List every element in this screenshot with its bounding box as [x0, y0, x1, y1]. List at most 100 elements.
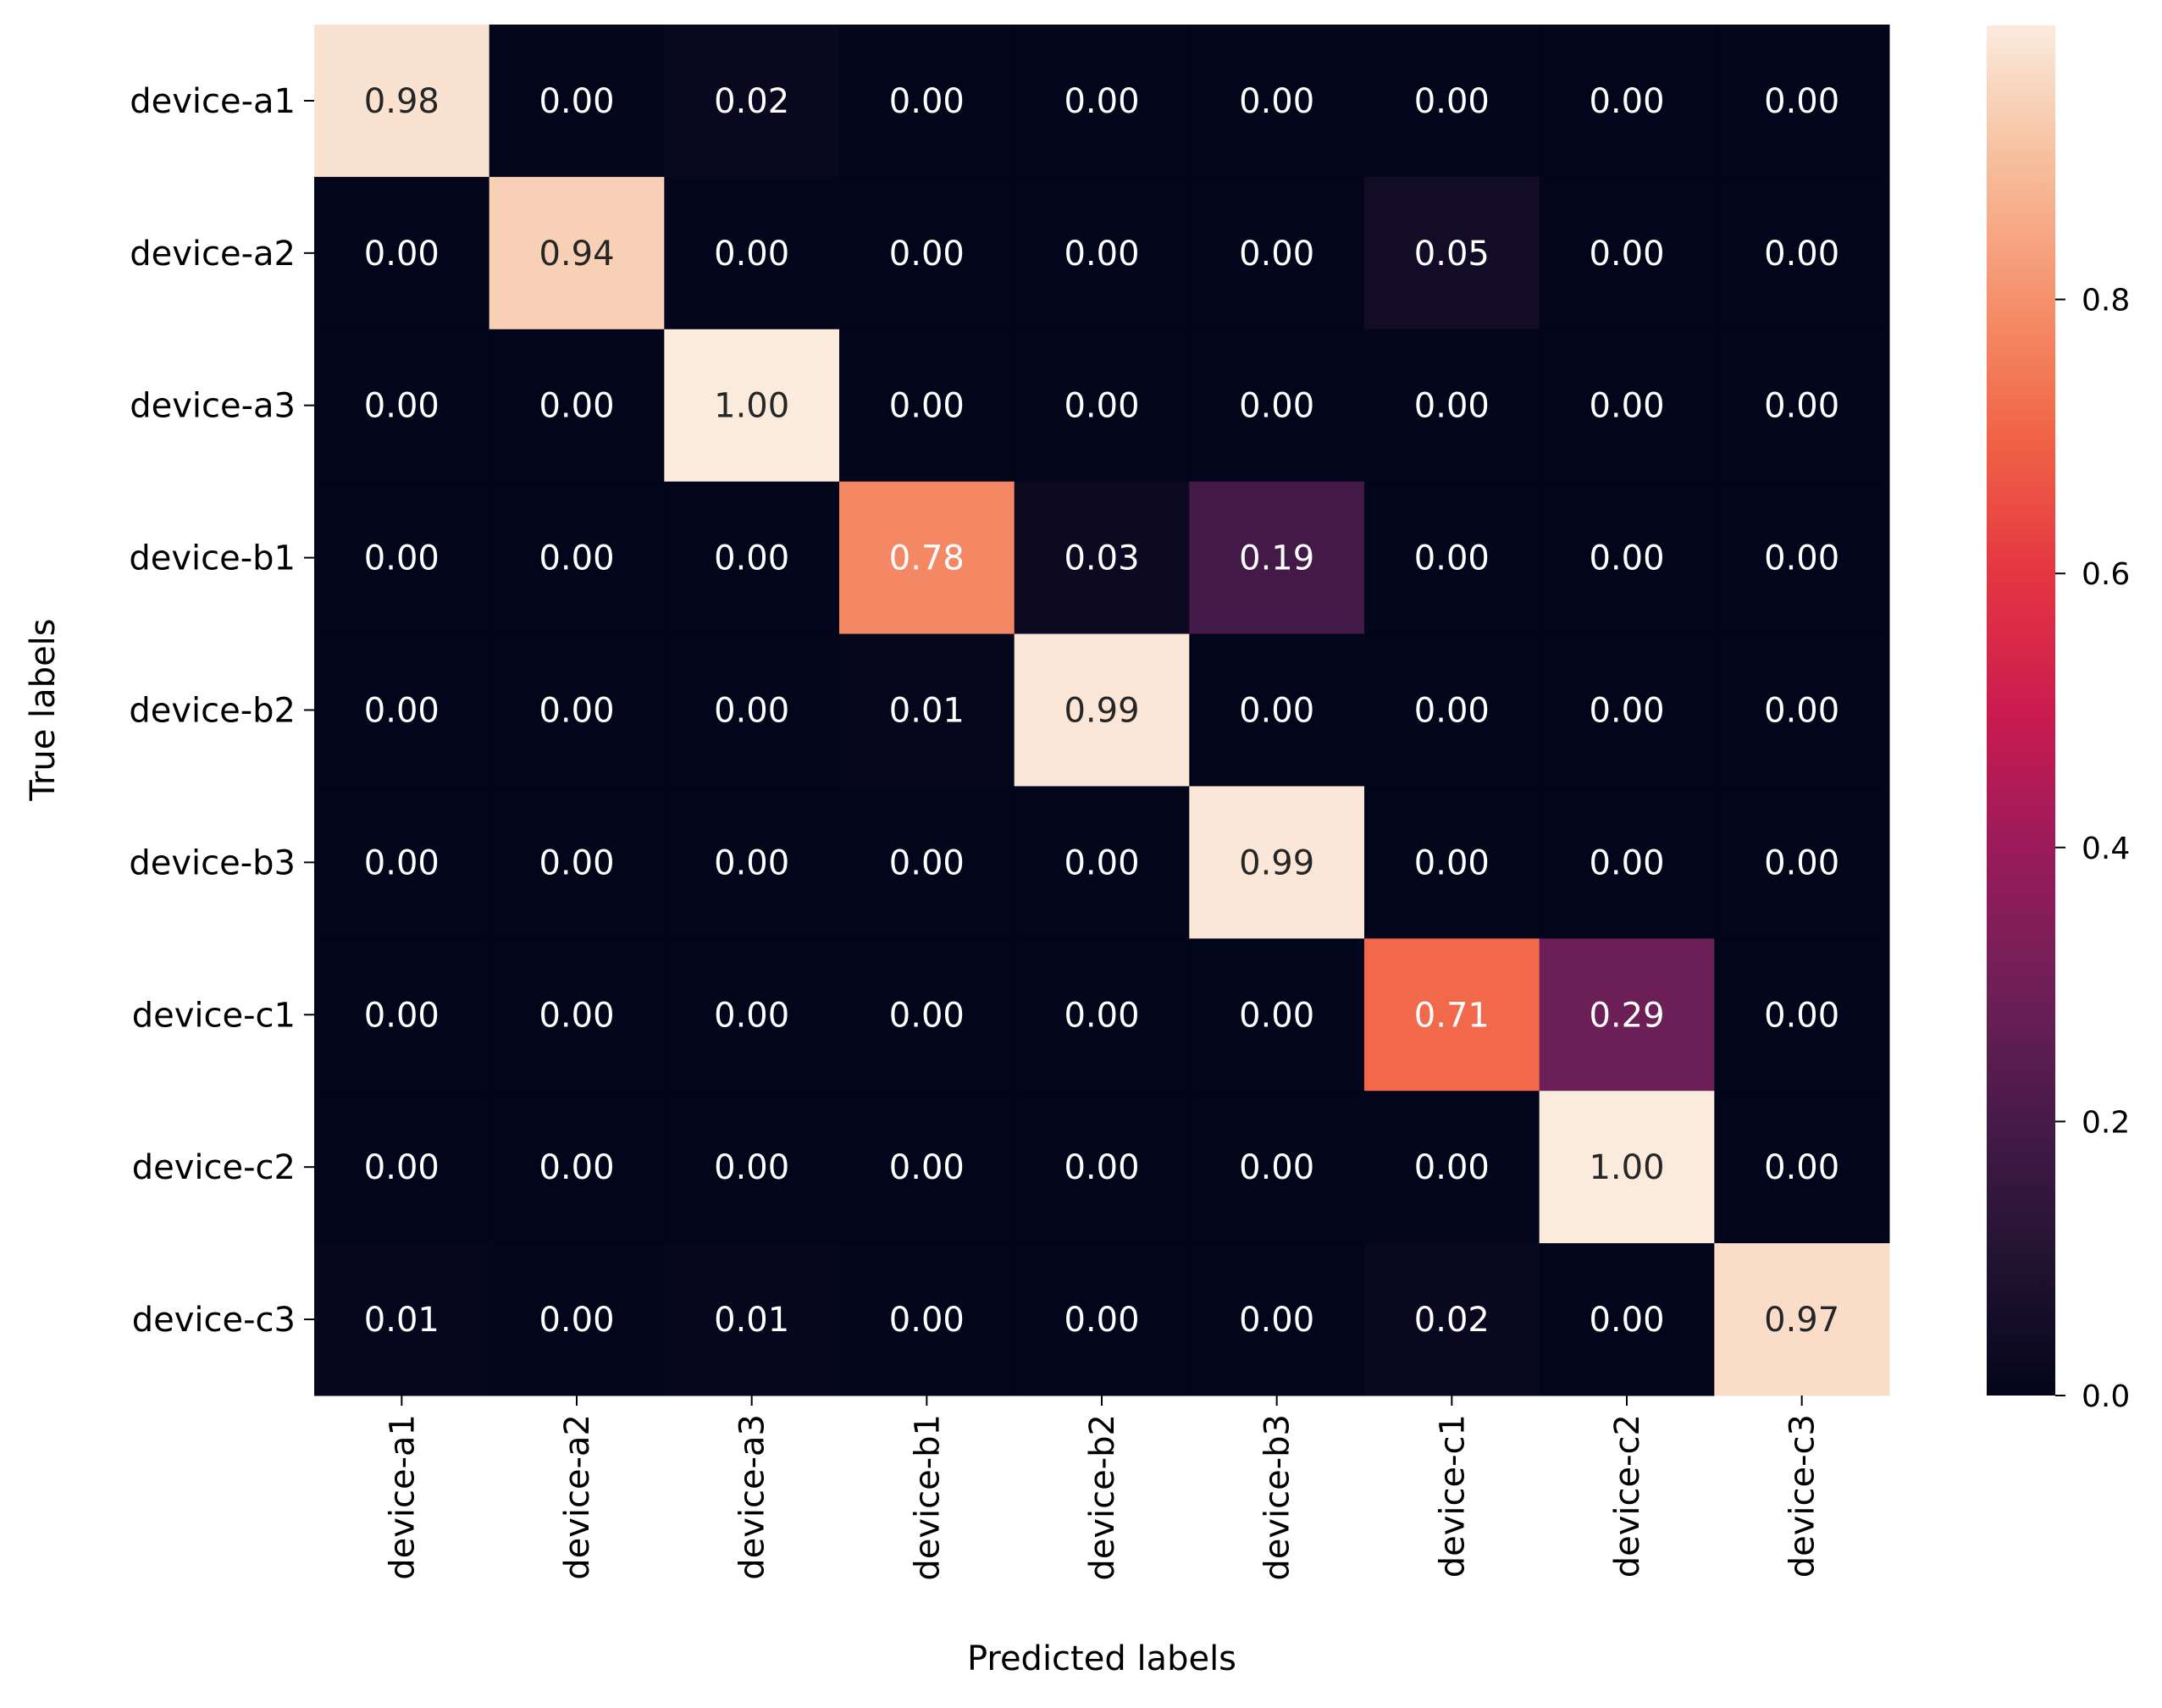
- cell-annotation: 0.00: [1589, 235, 1664, 274]
- cell-annotation: 0.00: [1064, 1301, 1139, 1340]
- heatmap-cell: [314, 786, 490, 939]
- heatmap-cell: [664, 1091, 840, 1244]
- cell-annotation: 0.02: [714, 82, 789, 121]
- heatmap-cell: [1714, 25, 1890, 178]
- heatmap-cell: [314, 176, 490, 330]
- colorbar: [1987, 25, 2055, 1396]
- heatmap-cells: [314, 25, 1890, 1396]
- heatmap-cell: [1714, 1243, 1890, 1396]
- cell-annotation: 0.01: [714, 1301, 789, 1340]
- heatmap-cell: [839, 938, 1015, 1092]
- cell-annotation: 0.00: [539, 539, 614, 578]
- cell-annotation: 0.00: [364, 1148, 440, 1187]
- heatmap-cell: [489, 481, 665, 635]
- cell-annotation: 0.00: [889, 843, 965, 882]
- heatmap-cell: [1014, 1091, 1190, 1244]
- cell-annotation: 0.00: [889, 82, 965, 121]
- cell-annotation: 0.00: [364, 843, 440, 882]
- heatmap-cell: [1014, 633, 1190, 787]
- cell-annotation: 0.00: [1414, 1148, 1490, 1187]
- cell-annotation: 0.00: [1239, 82, 1314, 121]
- heatmap-cell: [489, 1091, 665, 1244]
- heatmap-cell: [1364, 176, 1540, 330]
- heatmap-cell: [314, 633, 490, 787]
- cell-annotation: 0.00: [714, 235, 789, 274]
- cell-annotation: 0.05: [1414, 235, 1490, 274]
- cell-annotation: 0.00: [1239, 1148, 1314, 1187]
- cell-annotation: 0.00: [364, 387, 440, 426]
- x-tick-label: device-c1: [1433, 1414, 1472, 1578]
- colorbar-tick-label: 0.0: [2082, 1379, 2130, 1414]
- colorbar-tick-label: 0.2: [2082, 1105, 2130, 1140]
- heatmap-cell: [1364, 938, 1540, 1092]
- heatmap-cell: [839, 633, 1015, 787]
- cell-annotation: 0.99: [1239, 843, 1314, 882]
- cell-annotation: 0.00: [1764, 1148, 1839, 1187]
- cell-annotation: 0.00: [1414, 843, 1490, 882]
- cell-annotation: 0.01: [364, 1301, 440, 1340]
- heatmap-cell: [1189, 481, 1365, 635]
- x-tick-label: device-b3: [1258, 1414, 1297, 1581]
- colorbar-tick-label: 0.8: [2082, 284, 2130, 318]
- heatmap-cell: [1014, 329, 1190, 483]
- heatmap-cell: [664, 633, 840, 787]
- heatmap-cell: [1014, 786, 1190, 939]
- heatmap-cell: [1539, 633, 1715, 787]
- cell-annotation: 0.00: [1064, 82, 1139, 121]
- cell-annotation: 0.00: [1239, 235, 1314, 274]
- cell-annotation: 0.00: [1764, 843, 1839, 882]
- heatmap-cell: [314, 1243, 490, 1396]
- heatmap-cell: [314, 25, 490, 178]
- cell-annotation: 0.00: [714, 996, 789, 1035]
- y-tick-label: device-a3: [130, 387, 296, 426]
- cell-annotation: 0.00: [1764, 539, 1839, 578]
- heatmap-cell: [314, 938, 490, 1092]
- heatmap-cell: [1714, 633, 1890, 787]
- x-tick-label: device-b2: [1083, 1414, 1122, 1581]
- heatmap-cell: [489, 786, 665, 939]
- heatmap-cell: [664, 329, 840, 483]
- cell-annotation: 0.00: [539, 843, 614, 882]
- cell-annotation: 0.29: [1589, 996, 1664, 1035]
- cell-annotation: 0.78: [889, 539, 965, 578]
- heatmap-cell: [664, 176, 840, 330]
- cell-annotation: 1.00: [714, 387, 789, 426]
- heatmap-cell: [839, 1243, 1015, 1396]
- cell-annotation: 0.00: [1589, 1301, 1664, 1340]
- heatmap-cell: [1539, 1091, 1715, 1244]
- heatmap-cell: [839, 1091, 1015, 1244]
- cell-annotation: 0.00: [364, 692, 440, 731]
- heatmap-cell: [1189, 329, 1365, 483]
- cell-annotation: 0.00: [1239, 387, 1314, 426]
- cell-annotation: 0.00: [714, 843, 789, 882]
- cell-annotation: 0.00: [1589, 539, 1664, 578]
- heatmap-cell: [489, 938, 665, 1092]
- heatmap-cell: [489, 176, 665, 330]
- cell-annotation: 0.02: [1414, 1301, 1490, 1340]
- cell-annotation: 0.00: [889, 235, 965, 274]
- x-tick-label: device-b1: [908, 1414, 947, 1581]
- cell-annotation: 0.00: [889, 1301, 965, 1340]
- heatmap-cell: [1014, 25, 1190, 178]
- cell-annotation: 0.03: [1064, 539, 1139, 578]
- heatmap-cell: [1014, 938, 1190, 1092]
- cell-annotation: 0.00: [889, 996, 965, 1035]
- heatmap-cell: [1714, 938, 1890, 1092]
- cell-annotation: 0.00: [1764, 387, 1839, 426]
- cell-annotation: 0.00: [539, 387, 614, 426]
- y-tick-label: device-b2: [129, 692, 296, 731]
- heatmap-cell: [1364, 1243, 1540, 1396]
- cell-annotation: 0.00: [1764, 692, 1839, 731]
- heatmap-cell: [1539, 938, 1715, 1092]
- cell-annotation: 0.00: [1414, 387, 1490, 426]
- heatmap-cell: [1714, 1091, 1890, 1244]
- cell-annotation: 0.00: [1064, 996, 1139, 1035]
- cell-annotation: 0.94: [539, 235, 614, 274]
- cell-annotation: 0.00: [1414, 82, 1490, 121]
- colorbar-ticks: 0.0 0.2 0.4 0.6 0.8: [2055, 284, 2130, 1414]
- heatmap-cell: [1189, 25, 1365, 178]
- cell-annotation: 0.00: [1414, 539, 1490, 578]
- heatmap-cell: [839, 176, 1015, 330]
- cell-annotation: 0.00: [364, 996, 440, 1035]
